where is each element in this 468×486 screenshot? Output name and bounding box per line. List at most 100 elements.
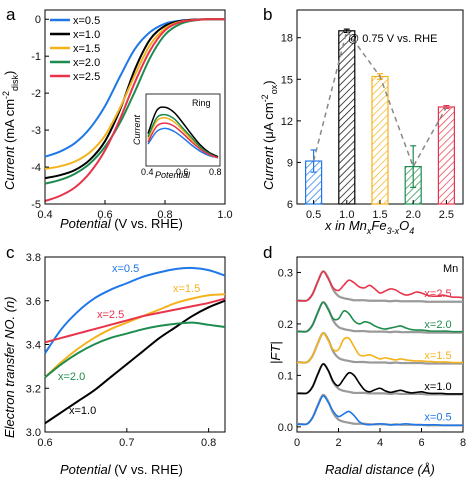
panel-c-ytick-0: 3.0 [26, 427, 41, 439]
panel-d-label-4: x=2.5 [424, 288, 451, 300]
panel-d-exafs: x=0.5 x=1.0 x=1.5 x=2.0 x=2.5 0 2 4 6 8 0.0 0.1 0.2… [268, 256, 466, 477]
panel-b-ytick-0: 6 [287, 199, 293, 211]
panel-c-xlabel: Potential (V vs. RHE) [60, 462, 183, 477]
panel-c-ytick-4: 3.8 [26, 252, 41, 264]
panel-d-label-1: x=1.0 [424, 381, 451, 393]
panel-c-line-0 [44, 266, 226, 354]
panel-d-ylabel: |FT| [268, 341, 283, 364]
panel-d-line-1 [296, 363, 463, 395]
panel-d-xtick-2: 4 [377, 437, 383, 449]
panel-d-xtick-1: 2 [335, 437, 341, 449]
panel-c-xtick-0: 0.6 [37, 437, 52, 449]
panel-c-ytick-1: 3.2 [26, 383, 41, 395]
panel-b-ytick-3: 15 [281, 74, 293, 86]
panel-letter-b: b [263, 5, 272, 24]
panel-d-ytick-1: 0.1 [278, 370, 293, 382]
panel-a-ytick-2: -2 [31, 88, 41, 100]
panel-d-corner-label: Mn [443, 263, 458, 275]
panel-d-frame [296, 256, 464, 433]
panel-c-label-x25: x=2.5 [97, 309, 124, 321]
panel-a-legend-label-3: x=2.0 [73, 57, 100, 69]
panel-a-legend-label-4: x=2.5 [73, 71, 100, 83]
panel-a-legend-label-1: x=1.0 [73, 29, 100, 41]
panel-d-xtick-3: 6 [418, 437, 424, 449]
panel-a-series [44, 18, 226, 202]
panel-b-ytick-2: 12 [281, 116, 293, 128]
panel-c-line-4 [44, 297, 226, 344]
panel-b-bar-chart: 0.5 1.0 1.5 2.0 2.5 6 9 12 15 18 @ 0.75 V vs. RHE… [260, 9, 464, 236]
panel-d-label-2: x=1.5 [424, 350, 451, 362]
inset-series [147, 106, 219, 159]
panel-c-ytick-3: 3.6 [26, 296, 41, 308]
panel-b-annotation: @ 0.75 V vs. RHE [348, 33, 437, 45]
panel-d-ytick-2: 0.2 [278, 319, 293, 331]
panel-letter-c: c [6, 243, 15, 262]
panel-b-xtick-2: 1.5 [372, 209, 387, 221]
panel-d-line-4 [296, 270, 464, 302]
panel-b-ticks: 0.5 1.0 1.5 2.0 2.5 6 9 12 15 18 [281, 33, 454, 221]
panel-a-legend-label-0: x=0.5 [73, 15, 100, 27]
panel-c-xtick-2: 0.8 [201, 437, 216, 449]
panel-d-xtick-0: 0 [294, 437, 300, 449]
panel-d-label-0: x=0.5 [424, 412, 451, 424]
inset-xlabel: Potential [155, 170, 191, 180]
panel-a-ticks: 0.4 0.6 0.8 1.0 0 -1 -2 -3 -4 -5 [31, 14, 232, 221]
panel-b-ylabel: Current (μA cm-2ox) [260, 80, 279, 190]
panel-a-ytick-4: -4 [31, 162, 41, 174]
panel-b-xtick-4: 2.5 [439, 209, 454, 221]
panel-b-xtick-0: 0.5 [306, 209, 321, 221]
panel-d-series: x=0.5 x=1.0 x=1.5 x=2.0 x=2.5 [296, 270, 464, 427]
panel-b-bar-2 [371, 75, 389, 205]
panel-d-ticks: 0 2 4 6 8 0.0 0.1 0.2 0.3 [278, 267, 466, 449]
panel-a-line-4 [44, 18, 226, 202]
panel-d-ytick-0: 0.0 [278, 422, 293, 434]
panel-a-ytick-1: -1 [31, 51, 41, 63]
panel-b-xtick-3: 2.0 [406, 209, 421, 221]
panel-c-ylabel: Electron transfer NO. (n) [2, 296, 17, 438]
panel-b-bar-1 [338, 30, 356, 205]
panel-d-xtick-4: 8 [460, 437, 466, 449]
inset-title: Ring [192, 98, 211, 108]
panel-a-legend: x=0.5 x=1.0 x=1.5 x=2.0 x=2.5 [50, 15, 100, 83]
panel-b-xtick-1: 1.0 [339, 209, 354, 221]
panel-c-label-x15: x=1.5 [173, 283, 200, 295]
inset-line-3 [147, 113, 219, 159]
panel-c-label-x05: x=0.5 [112, 263, 139, 275]
panel-c-xtick-1: 0.7 [119, 437, 134, 449]
panel-a-xlabel: Potential (V vs. RHE) [60, 216, 183, 231]
panel-a-frame [44, 9, 226, 205]
panel-c-ticks: 0.6 0.7 0.8 3.0 3.2 3.4 3.6 3.8 [26, 252, 217, 449]
panel-a-ytick-3: -3 [31, 125, 41, 137]
panel-d-line-0 [296, 395, 463, 427]
inset-xtick-1: 0.6 [176, 167, 189, 177]
panel-b-ytick-4: 18 [281, 33, 293, 45]
panel-letter-a: a [6, 5, 16, 24]
panel-b-xlabel: x in MnxFe3-xO4 [324, 218, 414, 236]
panel-c-line-3 [44, 321, 226, 379]
panel-c-ytick-2: 3.4 [26, 340, 41, 352]
panel-b-bars [305, 28, 455, 205]
inset-line-1 [147, 106, 219, 158]
panel-c-series [44, 266, 226, 425]
inset-line-0 [147, 127, 219, 159]
panel-letter-d: d [263, 243, 272, 262]
panel-d-line-3 [296, 301, 463, 333]
panel-a-xtick-1: 0.6 [97, 209, 112, 221]
panel-b-ytick-1: 9 [287, 157, 293, 169]
inset-ylabel: Current [132, 114, 142, 145]
panel-c-electron-transfer: 0.6 0.7 0.8 3.0 3.2 3.4 3.6 3.8 x=0.5 x=1.5 x=2… [2, 252, 226, 477]
panel-c-label-x10: x=1.0 [69, 405, 96, 417]
panel-d-line-2 [296, 332, 463, 364]
panel-a-lsv-plot: 0.4 0.6 0.8 1.00-1-2-3-4-5 x=0.5x=1.0x=1.5x… [1, 9, 233, 231]
panel-a-xtick-0: 0.4 [37, 209, 52, 221]
panel-a-xtick-2: 0.8 [157, 209, 172, 221]
panel-b-bar-4 [437, 106, 455, 205]
panel-a-xtick-3: 1.0 [217, 209, 232, 221]
inset-line-4 [147, 122, 219, 159]
panel-d-xlabel: Radial distance (Å) [325, 462, 435, 477]
panel-a-ytick-0: 0 [35, 14, 41, 26]
inset-xtick-0: 0.4 [141, 167, 154, 177]
panel-a-ytick-5: -5 [31, 199, 41, 211]
panel-c-line-2 [44, 293, 226, 379]
panel-c-label-x20: x=2.0 [58, 371, 85, 383]
